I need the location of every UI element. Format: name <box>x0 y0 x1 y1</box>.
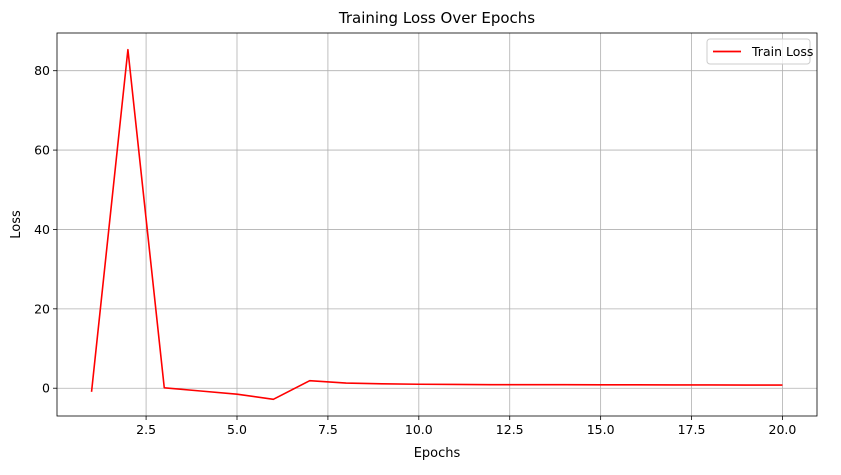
x-tick-label: 15.0 <box>587 422 615 437</box>
chart-title: Training Loss Over Epochs <box>338 9 535 27</box>
x-tick-label: 10.0 <box>405 422 433 437</box>
series-line-train-loss <box>90 48 783 401</box>
y-tick-label: 0 <box>42 381 50 396</box>
y-axis-label: Loss <box>9 210 24 239</box>
plot-frame <box>56 32 818 417</box>
grid-lines <box>57 33 817 416</box>
legend-box <box>706 38 811 65</box>
x-tick-label: 12.5 <box>496 422 524 437</box>
legend-label-train-loss: Train Loss <box>751 44 813 59</box>
y-tick-label: 40 <box>34 222 50 237</box>
series-lines <box>90 48 783 401</box>
x-tick-label: 17.5 <box>678 422 706 437</box>
y-tick-label: 80 <box>34 63 50 78</box>
x-tick-label: 20.0 <box>769 422 797 437</box>
x-tick-label: 7.5 <box>318 422 338 437</box>
x-tick-label: 2.5 <box>136 422 156 437</box>
y-tick-label: 60 <box>34 143 50 158</box>
legend: Train Loss <box>706 38 813 65</box>
x-axis-label: Epochs <box>414 446 461 461</box>
x-tick-label: 5.0 <box>227 422 247 437</box>
axis-ticks: 2.5 5.0 7.5 10.0 12.5 15.0 17.5 20.0 0 20 40 60 80 <box>34 63 796 437</box>
y-tick-label: 20 <box>34 301 50 316</box>
